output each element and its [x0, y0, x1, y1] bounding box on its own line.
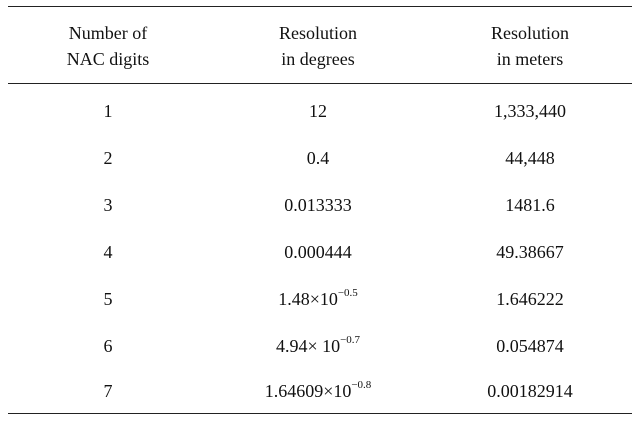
- degrees-exponent: −0.5: [337, 287, 358, 299]
- cell-digits: 4: [103, 242, 113, 262]
- header-number-of-nac-digits: Number of NAC digits: [18, 20, 198, 72]
- cell-meters: 1,333,440: [494, 101, 566, 121]
- degrees-base: 1.64609×10: [264, 381, 352, 401]
- degrees-base: 4.94× 10: [275, 336, 341, 356]
- cell-meters: 1.646222: [496, 289, 564, 309]
- degrees-base: 12: [309, 101, 327, 121]
- table-row: 2 0.4 44,448: [0, 141, 640, 175]
- header-line: Resolution: [490, 23, 569, 43]
- header-resolution-in-degrees: Resolution in degrees: [228, 20, 408, 72]
- table-top-rule: [8, 6, 632, 7]
- cell-meters: 0.054874: [496, 336, 564, 356]
- cell-meters: 44,448: [505, 148, 555, 168]
- cell-meters: 49.38667: [496, 242, 564, 262]
- table-row: 4 0.000444 49.38667: [0, 235, 640, 269]
- table-row: 7 1.64609×10−0.8 0.00182914: [0, 374, 640, 408]
- cell-degrees: 0.4: [228, 141, 408, 175]
- header-line: NAC digits: [66, 49, 150, 69]
- cell-digits: 5: [103, 289, 113, 309]
- header-line: in degrees: [281, 49, 355, 69]
- degrees-exponent: −0.8: [351, 379, 372, 391]
- cell-degrees: 4.94× 10−0.7: [228, 329, 408, 363]
- cell-degrees: 1.64609×10−0.8: [228, 374, 408, 408]
- cell-meters: 0.00182914: [487, 381, 573, 401]
- cell-digits: 7: [103, 381, 113, 401]
- table-row: 1 12 1,333,440: [0, 94, 640, 128]
- degrees-base: 0.4: [306, 148, 330, 168]
- header-line: Number of: [68, 23, 148, 43]
- table-row: 3 0.013333 1481.6: [0, 188, 640, 222]
- cell-degrees: 1.48×10−0.5: [228, 282, 408, 316]
- cell-degrees: 0.000444: [228, 235, 408, 269]
- table-bottom-rule: [8, 413, 632, 414]
- degrees-base: 1.48×10: [278, 289, 338, 309]
- degrees-exponent: −0.7: [340, 334, 361, 346]
- cell-digits: 6: [103, 336, 113, 356]
- cell-degrees: 12: [228, 94, 408, 128]
- cell-degrees: 0.013333: [228, 188, 408, 222]
- cell-digits: 2: [103, 148, 113, 168]
- header-line: in meters: [496, 49, 564, 69]
- cell-digits: 1: [103, 101, 113, 121]
- degrees-base: 0.000444: [284, 242, 352, 262]
- header-line: Resolution: [278, 23, 357, 43]
- header-resolution-in-meters: Resolution in meters: [440, 20, 620, 72]
- cell-meters: 1481.6: [505, 195, 555, 215]
- cell-digits: 3: [103, 195, 113, 215]
- table-row: 6 4.94× 10−0.7 0.054874: [0, 329, 640, 363]
- header-divider-rule: [8, 83, 632, 84]
- degrees-base: 0.013333: [284, 195, 352, 215]
- table-row: 5 1.48×10−0.5 1.646222: [0, 282, 640, 316]
